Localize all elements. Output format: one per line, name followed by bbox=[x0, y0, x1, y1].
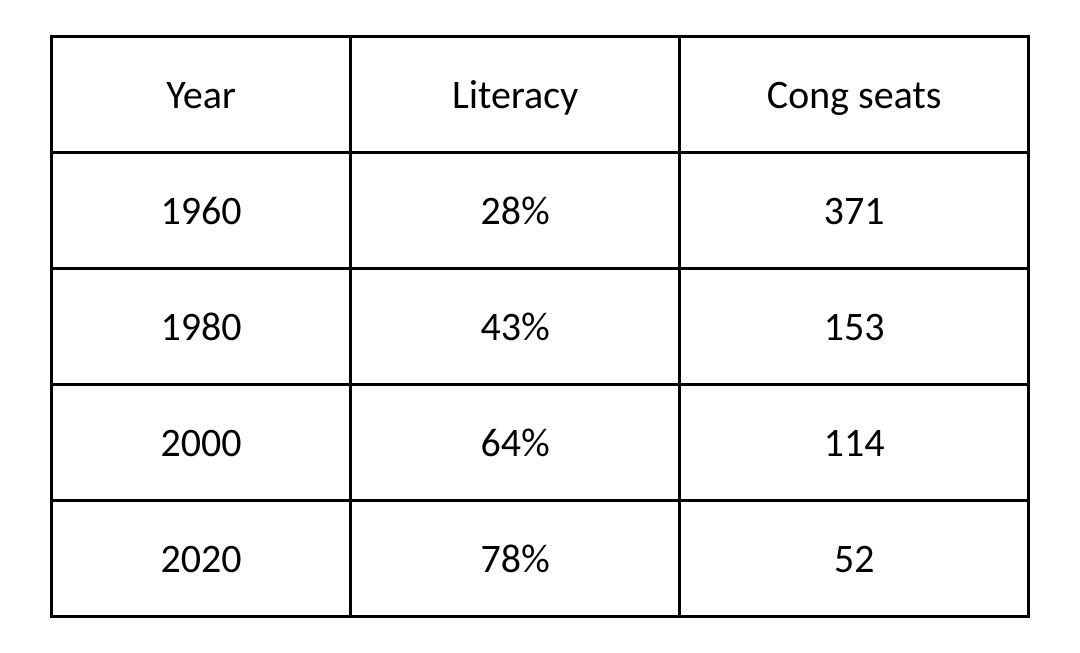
data-table: Year Literacy Cong seats 1960 28% 371 19… bbox=[50, 35, 1030, 618]
cell-literacy: 78% bbox=[351, 501, 680, 617]
column-header-literacy: Literacy bbox=[351, 37, 680, 153]
table-row: 1960 28% 371 bbox=[52, 153, 1029, 269]
cell-year: 2000 bbox=[52, 385, 351, 501]
cell-year: 2020 bbox=[52, 501, 351, 617]
column-header-year: Year bbox=[52, 37, 351, 153]
table-header-row: Year Literacy Cong seats bbox=[52, 37, 1029, 153]
table-row: 1980 43% 153 bbox=[52, 269, 1029, 385]
table-header: Year Literacy Cong seats bbox=[52, 37, 1029, 153]
cell-seats: 114 bbox=[680, 385, 1029, 501]
cell-year: 1960 bbox=[52, 153, 351, 269]
cell-literacy: 28% bbox=[351, 153, 680, 269]
cell-seats: 371 bbox=[680, 153, 1029, 269]
table-row: 2020 78% 52 bbox=[52, 501, 1029, 617]
cell-literacy: 43% bbox=[351, 269, 680, 385]
table-body: 1960 28% 371 1980 43% 153 2000 64% 114 2… bbox=[52, 153, 1029, 617]
cell-seats: 52 bbox=[680, 501, 1029, 617]
table-row: 2000 64% 114 bbox=[52, 385, 1029, 501]
cell-seats: 153 bbox=[680, 269, 1029, 385]
cell-year: 1980 bbox=[52, 269, 351, 385]
cell-literacy: 64% bbox=[351, 385, 680, 501]
column-header-seats: Cong seats bbox=[680, 37, 1029, 153]
